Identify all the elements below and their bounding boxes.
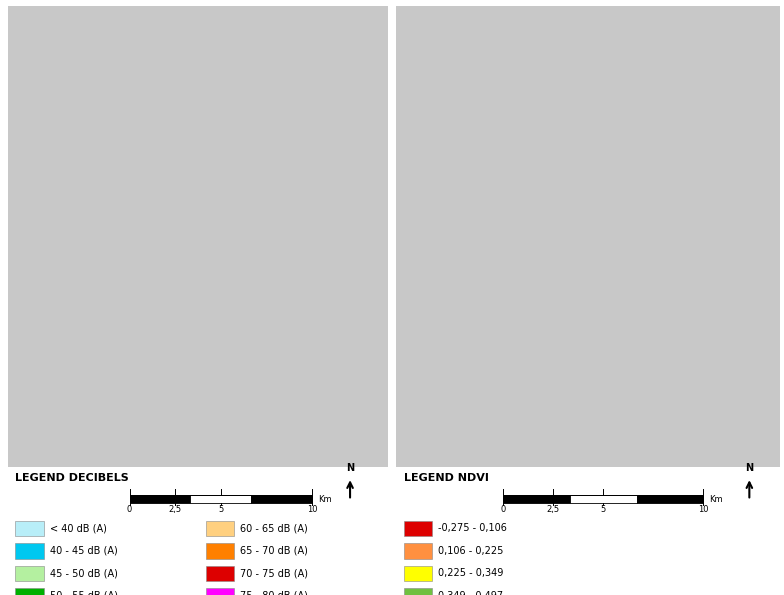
Bar <box>637 495 703 503</box>
Text: LEGEND NDVI: LEGEND NDVI <box>404 474 488 484</box>
Bar <box>570 495 637 503</box>
Text: 45 - 50 dB (A): 45 - 50 dB (A) <box>49 568 118 578</box>
Text: N: N <box>346 464 354 474</box>
FancyBboxPatch shape <box>205 543 234 559</box>
Bar <box>251 495 312 503</box>
Text: N: N <box>746 464 753 474</box>
FancyBboxPatch shape <box>16 588 44 595</box>
Text: Km: Km <box>709 494 723 503</box>
Text: 10: 10 <box>698 506 709 515</box>
Text: 65 - 70 dB (A): 65 - 70 dB (A) <box>240 546 307 556</box>
Text: Km: Km <box>318 494 332 503</box>
Text: 40 - 45 dB (A): 40 - 45 dB (A) <box>49 546 118 556</box>
Text: 75 - 80 dB (A): 75 - 80 dB (A) <box>240 591 307 595</box>
Text: 0,106 - 0,225: 0,106 - 0,225 <box>438 546 503 556</box>
Text: 60 - 65 dB (A): 60 - 65 dB (A) <box>240 524 307 534</box>
Text: < 40 dB (A): < 40 dB (A) <box>49 524 107 534</box>
FancyBboxPatch shape <box>16 521 44 536</box>
Text: 0: 0 <box>501 506 506 515</box>
Text: 0,349 - 0,497: 0,349 - 0,497 <box>438 591 503 595</box>
Text: 10: 10 <box>307 506 318 515</box>
FancyBboxPatch shape <box>205 521 234 536</box>
Text: 5: 5 <box>218 506 223 515</box>
Text: 70 - 75 dB (A): 70 - 75 dB (A) <box>240 568 308 578</box>
Text: 0,225 - 0,349: 0,225 - 0,349 <box>438 568 503 578</box>
Text: 50 - 55 dB (A): 50 - 55 dB (A) <box>49 591 118 595</box>
Text: 2,5: 2,5 <box>547 506 560 515</box>
Text: LEGEND DECIBELS: LEGEND DECIBELS <box>16 474 129 484</box>
Bar <box>503 495 570 503</box>
Text: 0: 0 <box>127 506 132 515</box>
Bar <box>129 495 191 503</box>
FancyBboxPatch shape <box>16 566 44 581</box>
FancyBboxPatch shape <box>205 588 234 595</box>
FancyBboxPatch shape <box>404 566 433 581</box>
Bar <box>191 495 251 503</box>
Text: 5: 5 <box>601 506 606 515</box>
FancyBboxPatch shape <box>205 566 234 581</box>
Text: 2,5: 2,5 <box>169 506 182 515</box>
FancyBboxPatch shape <box>404 588 433 595</box>
Text: -0,275 - 0,106: -0,275 - 0,106 <box>438 524 507 534</box>
FancyBboxPatch shape <box>404 543 433 559</box>
FancyBboxPatch shape <box>404 521 433 536</box>
FancyBboxPatch shape <box>16 543 44 559</box>
